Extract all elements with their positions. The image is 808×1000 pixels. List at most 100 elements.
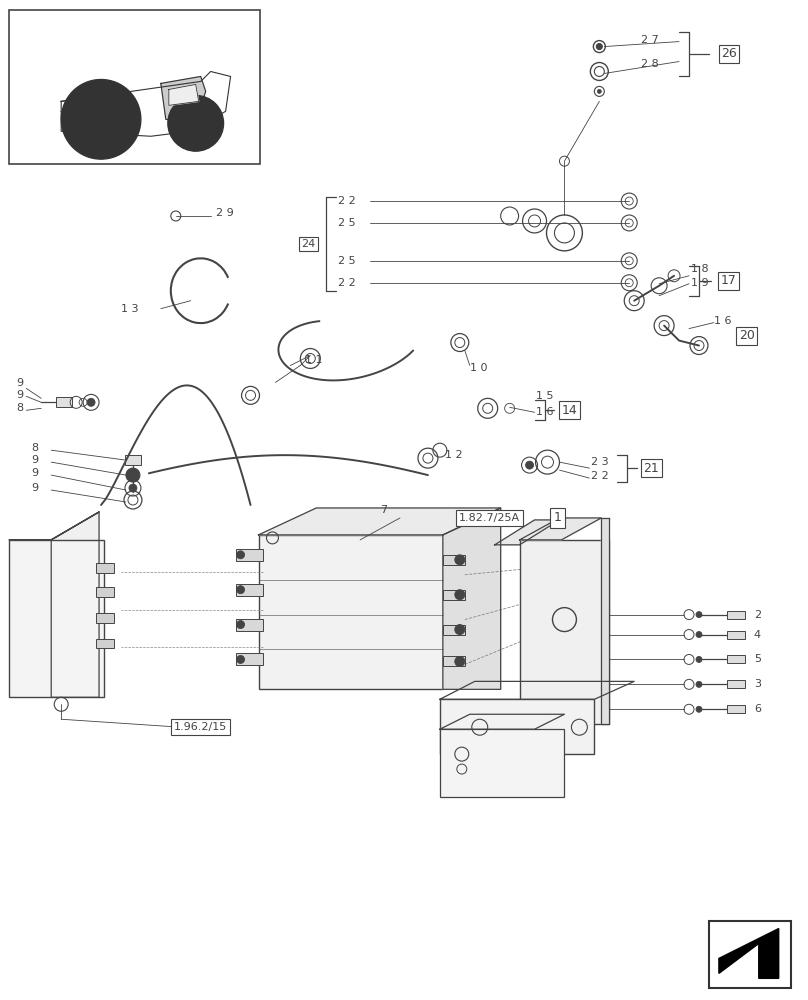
Circle shape	[91, 109, 111, 129]
Bar	[10, 10, 260, 164]
Bar	[443, 555, 465, 565]
Bar	[57, 397, 72, 407]
Bar	[236, 619, 263, 631]
Circle shape	[580, 596, 588, 604]
Bar	[574, 596, 588, 604]
Polygon shape	[520, 518, 601, 540]
Bar	[520, 540, 609, 724]
Text: 2 2: 2 2	[591, 471, 609, 481]
Bar	[709, 921, 791, 988]
Polygon shape	[719, 929, 779, 978]
Circle shape	[237, 655, 245, 663]
Text: 6: 6	[754, 704, 761, 714]
Bar	[727, 705, 745, 713]
Circle shape	[696, 656, 702, 662]
Text: 8: 8	[32, 443, 39, 453]
Text: 1.82.7/25A: 1.82.7/25A	[459, 513, 520, 523]
Text: 21: 21	[643, 462, 659, 475]
Circle shape	[126, 468, 140, 482]
Polygon shape	[259, 508, 501, 535]
Text: 14: 14	[562, 404, 577, 417]
Text: 1 2: 1 2	[445, 450, 462, 460]
Polygon shape	[161, 76, 206, 121]
Text: 1 1: 1 1	[305, 355, 323, 365]
Circle shape	[455, 555, 465, 565]
Text: 4: 4	[754, 630, 761, 640]
Polygon shape	[443, 508, 501, 689]
Text: 2 2: 2 2	[339, 196, 356, 206]
Circle shape	[129, 484, 137, 492]
Text: 3: 3	[754, 679, 761, 689]
Text: 1.96.2/15: 1.96.2/15	[174, 722, 227, 732]
Circle shape	[237, 621, 245, 629]
Text: 2 5: 2 5	[339, 218, 356, 228]
Bar	[443, 625, 465, 635]
Bar	[96, 639, 114, 648]
Circle shape	[696, 681, 702, 687]
Text: 1 9: 1 9	[691, 278, 709, 288]
Circle shape	[455, 590, 465, 600]
Text: 2 2: 2 2	[339, 278, 356, 288]
Text: 1 6: 1 6	[714, 316, 731, 326]
Text: 9: 9	[32, 468, 39, 478]
Circle shape	[696, 632, 702, 638]
Circle shape	[61, 79, 141, 159]
Text: 24: 24	[301, 239, 315, 249]
Bar	[727, 680, 745, 688]
Circle shape	[597, 89, 601, 93]
Polygon shape	[494, 520, 559, 545]
Text: 1 5: 1 5	[536, 391, 553, 401]
Polygon shape	[61, 71, 230, 136]
Bar	[236, 584, 263, 596]
Text: 2 8: 2 8	[642, 59, 659, 69]
Text: 8: 8	[16, 403, 23, 413]
Bar	[236, 549, 263, 561]
Circle shape	[580, 631, 588, 639]
Text: 2 7: 2 7	[642, 35, 659, 45]
Circle shape	[455, 656, 465, 666]
Text: 2: 2	[754, 610, 761, 620]
Circle shape	[237, 586, 245, 594]
Circle shape	[455, 625, 465, 635]
Bar	[440, 699, 595, 754]
Text: 9: 9	[32, 483, 39, 493]
Bar	[727, 631, 745, 639]
Polygon shape	[169, 84, 199, 105]
Polygon shape	[440, 714, 469, 729]
Circle shape	[696, 706, 702, 712]
Bar	[259, 535, 443, 689]
Bar	[574, 631, 588, 639]
Text: 1 3: 1 3	[121, 304, 138, 314]
Bar	[727, 655, 745, 663]
Text: 1 6: 1 6	[536, 407, 553, 417]
Text: 17: 17	[721, 274, 737, 287]
Circle shape	[525, 461, 533, 469]
Bar	[10, 540, 104, 697]
Text: 1: 1	[553, 511, 562, 524]
Text: 20: 20	[739, 329, 755, 342]
Text: 26: 26	[721, 47, 737, 60]
Bar	[440, 729, 565, 797]
Text: 9: 9	[16, 390, 23, 400]
Polygon shape	[51, 512, 99, 697]
Text: 2 3: 2 3	[591, 457, 609, 467]
Polygon shape	[601, 518, 609, 724]
Bar	[96, 587, 114, 597]
Circle shape	[596, 44, 602, 50]
Text: 2 5: 2 5	[339, 256, 356, 266]
Polygon shape	[10, 512, 99, 540]
Bar	[236, 653, 263, 665]
Text: 2 9: 2 9	[216, 208, 234, 218]
Bar	[125, 455, 141, 465]
Text: 9: 9	[16, 378, 23, 388]
Text: 1 0: 1 0	[469, 363, 487, 373]
Bar	[96, 563, 114, 573]
Bar	[727, 611, 745, 619]
Circle shape	[87, 398, 95, 406]
Circle shape	[580, 564, 588, 572]
Text: 7: 7	[380, 505, 387, 515]
Bar	[443, 590, 465, 600]
Circle shape	[168, 95, 224, 151]
Circle shape	[237, 551, 245, 559]
Bar	[574, 564, 588, 572]
